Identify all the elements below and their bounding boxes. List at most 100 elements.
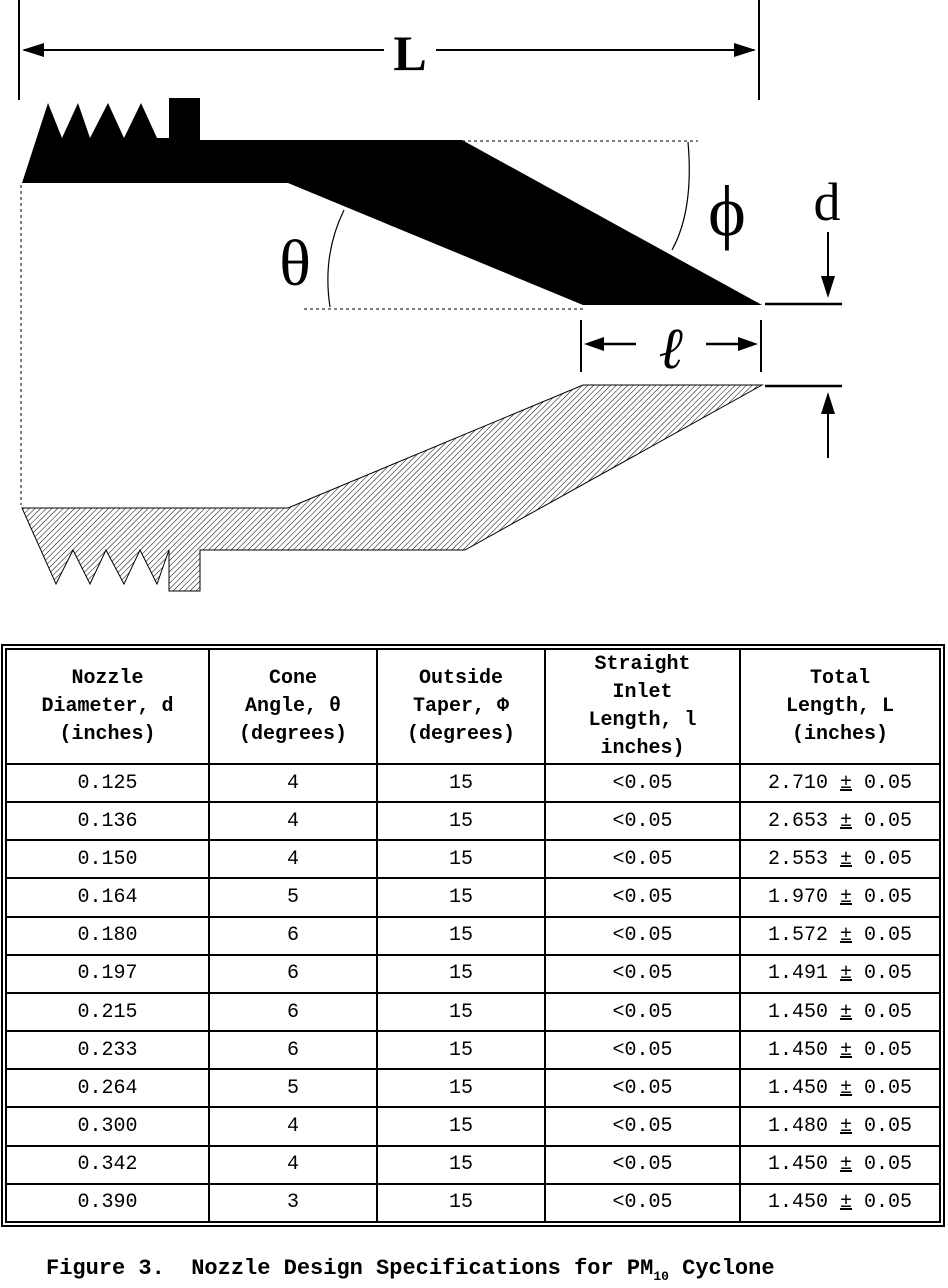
total-length-value: 1.491 <box>767 962 828 986</box>
table-row: 0.342 4 15 <0.05 1.450 ± 0.05 <box>5 1144 941 1185</box>
cell-total-length: 1.450 ± 0.05 <box>739 991 941 1033</box>
header-straight-inlet-length: Straight Inlet Length, l inches) <box>544 648 741 765</box>
cell-nozzle-diameter: 0.233 <box>5 1030 210 1071</box>
cell-cone-angle: 4 <box>208 762 378 804</box>
outside-taper-label: ϕ <box>708 171 746 251</box>
plus-minus-symbol: ± <box>839 962 852 986</box>
cell-total-length: 1.970 ± 0.05 <box>739 877 941 918</box>
cell-outside-taper: 15 <box>376 991 546 1033</box>
cell-straight-inlet-length: <0.05 <box>544 877 741 918</box>
total-length-tolerance: 0.05 <box>864 1038 913 1062</box>
cell-cone-angle: 4 <box>208 839 378 880</box>
caption-subscript: 10 <box>653 1269 669 1284</box>
cell-straight-inlet-length: <0.05 <box>544 1068 741 1109</box>
cell-nozzle-diameter: 0.125 <box>5 762 210 804</box>
plus-minus-symbol: ± <box>839 1038 852 1062</box>
plus-minus-symbol: ± <box>839 924 852 948</box>
cell-cone-angle: 6 <box>208 1030 378 1071</box>
cell-straight-inlet-length: <0.05 <box>544 915 741 956</box>
cell-nozzle-diameter: 0.164 <box>5 877 210 918</box>
table-row: 0.136 4 15 <0.05 2.653 ± 0.05 <box>5 801 941 842</box>
nozzle-upper-wall <box>22 98 762 305</box>
cell-outside-taper: 15 <box>376 762 546 804</box>
cell-cone-angle: 5 <box>208 877 378 918</box>
header-cone-angle: Cone Angle, θ (degrees) <box>208 648 378 765</box>
cell-cone-angle: 4 <box>208 801 378 842</box>
table-row: 0.215 6 15 <0.05 1.450 ± 0.05 <box>5 991 941 1033</box>
total-length-value: 2.553 <box>767 847 828 871</box>
nozzle-spec-table-frame: Nozzle Diameter, d (inches) Cone Angle, … <box>1 644 945 1227</box>
table-row: 0.197 6 15 <0.05 1.491 ± 0.05 <box>5 953 941 994</box>
cell-outside-taper: 15 <box>376 915 546 956</box>
total-length-tolerance: 0.05 <box>864 886 913 910</box>
plus-minus-symbol: ± <box>839 771 852 795</box>
plus-minus-symbol: ± <box>839 1114 852 1138</box>
cell-nozzle-diameter: 0.150 <box>5 839 210 880</box>
total-length-tolerance: 0.05 <box>864 1191 913 1215</box>
table-row: 0.180 6 15 <0.05 1.572 ± 0.05 <box>5 915 941 956</box>
figure-caption: Figure 3. Nozzle Design Specifications f… <box>46 1256 946 1284</box>
cell-outside-taper: 15 <box>376 1182 546 1224</box>
cell-cone-angle: 6 <box>208 953 378 994</box>
nozzle-spec-table: Nozzle Diameter, d (inches) Cone Angle, … <box>5 648 941 1224</box>
cone-angle-label: θ <box>279 227 311 300</box>
total-length-tolerance: 0.05 <box>864 924 913 948</box>
total-length-value: 1.450 <box>767 1000 828 1024</box>
cell-outside-taper: 15 <box>376 877 546 918</box>
total-length-tolerance: 0.05 <box>864 809 913 833</box>
cell-cone-angle: 4 <box>208 1144 378 1185</box>
cell-total-length: 1.572 ± 0.05 <box>739 915 941 956</box>
cell-cone-angle: 4 <box>208 1106 378 1147</box>
cell-straight-inlet-length: <0.05 <box>544 762 741 804</box>
total-length-tolerance: 0.05 <box>864 1076 913 1100</box>
total-length-value: 1.970 <box>767 886 828 910</box>
plus-minus-symbol: ± <box>839 1076 852 1100</box>
total-length-value: 1.572 <box>767 924 828 948</box>
cell-outside-taper: 15 <box>376 953 546 994</box>
nozzle-lower-wall <box>21 384 764 592</box>
cell-total-length: 2.710 ± 0.05 <box>739 762 941 804</box>
caption-suffix: Cyclone <box>668 1256 775 1281</box>
reference-lines <box>20 140 698 505</box>
plus-minus-symbol: ± <box>839 1191 852 1215</box>
header-outside-taper: Outside Taper, Φ (degrees) <box>376 648 546 765</box>
cell-straight-inlet-length: <0.05 <box>544 1144 741 1185</box>
angle-arcs <box>327 141 690 308</box>
straight-length-dimension: ℓ <box>580 316 762 381</box>
total-length-value: 1.450 <box>767 1191 828 1215</box>
cell-cone-angle: 3 <box>208 1182 378 1224</box>
cell-nozzle-diameter: 0.264 <box>5 1068 210 1109</box>
caption-prefix: Figure 3. Nozzle Design Specifications f… <box>46 1256 654 1281</box>
plus-minus-symbol: ± <box>839 1153 852 1177</box>
cell-straight-inlet-length: <0.05 <box>544 1106 741 1147</box>
cell-outside-taper: 15 <box>376 801 546 842</box>
cell-straight-inlet-length: <0.05 <box>544 991 741 1033</box>
cell-nozzle-diameter: 0.136 <box>5 801 210 842</box>
diameter-label: d <box>814 172 841 232</box>
cell-outside-taper: 15 <box>376 1068 546 1109</box>
cell-total-length: 2.653 ± 0.05 <box>739 801 941 842</box>
table-body: 0.125 4 15 <0.05 2.710 ± 0.05 0.136 4 15 <0.05 2.… <box>5 762 941 1224</box>
total-length-value: 1.450 <box>767 1038 828 1062</box>
table-header-row: Nozzle Diameter, d (inches) Cone Angle, … <box>5 648 941 765</box>
cell-cone-angle: 6 <box>208 915 378 956</box>
straight-length-label: ℓ <box>660 316 685 381</box>
total-length-value: 1.450 <box>767 1153 828 1177</box>
cell-cone-angle: 6 <box>208 991 378 1033</box>
total-length-label: L <box>393 25 426 81</box>
cell-straight-inlet-length: <0.05 <box>544 1182 741 1224</box>
total-length-tolerance: 0.05 <box>864 962 913 986</box>
table-row: 0.233 6 15 <0.05 1.450 ± 0.05 <box>5 1030 941 1071</box>
cell-total-length: 2.553 ± 0.05 <box>739 839 941 880</box>
total-length-value: 2.653 <box>767 809 828 833</box>
diameter-dimension: d <box>765 172 842 458</box>
total-length-dimension: L <box>18 0 760 100</box>
total-length-tolerance: 0.05 <box>864 1114 913 1138</box>
cell-total-length: 1.450 ± 0.05 <box>739 1068 941 1109</box>
cell-nozzle-diameter: 0.390 <box>5 1182 210 1224</box>
cell-nozzle-diameter: 0.342 <box>5 1144 210 1185</box>
total-length-tolerance: 0.05 <box>864 847 913 871</box>
table-row: 0.300 4 15 <0.05 1.480 ± 0.05 <box>5 1106 941 1147</box>
header-total-length: Total Length, L (inches) <box>739 648 941 765</box>
cell-total-length: 1.450 ± 0.05 <box>739 1030 941 1071</box>
